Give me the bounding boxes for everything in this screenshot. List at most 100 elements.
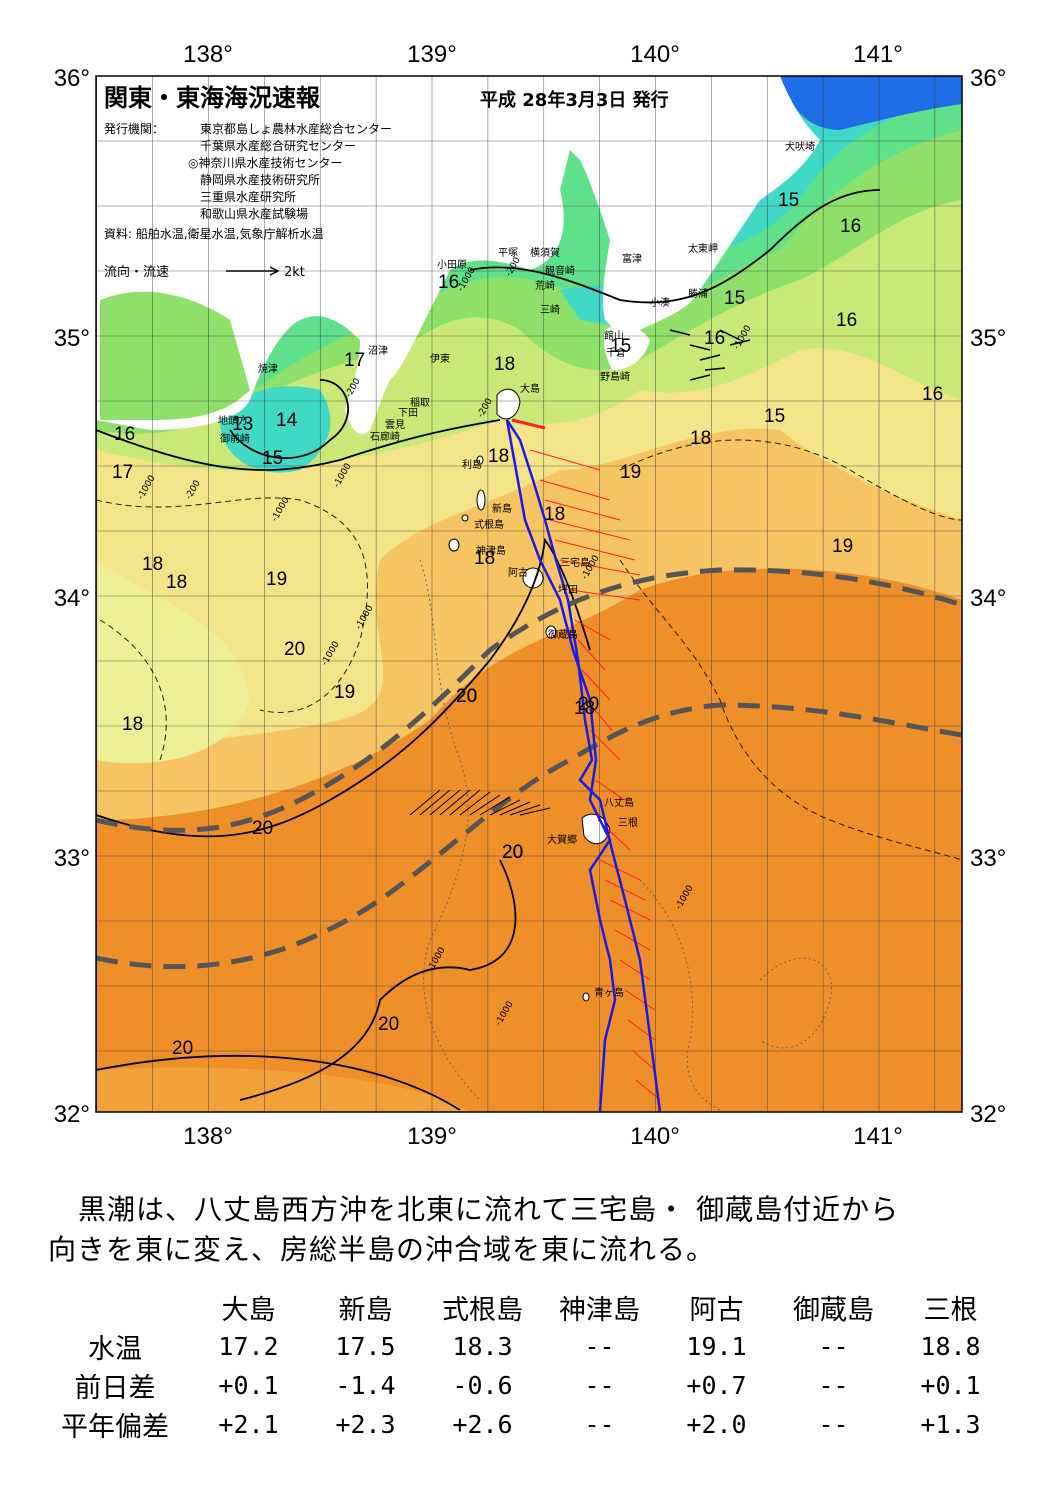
shikinejima-island: [461, 514, 469, 522]
isotherm-label: 18: [142, 554, 163, 575]
place-label: 神津島: [476, 544, 506, 557]
isotherm-label: 15: [764, 406, 785, 427]
table-cell: --: [584, 1332, 615, 1361]
isotherm-label: 20: [502, 842, 523, 863]
table-body: 水温 17.2 17.5 18.3 -- 19.1 -- 18.8 前日差 +0.1 -1.4 -0.…: [40, 1327, 1009, 1444]
legend-speed: 2kt: [284, 265, 305, 280]
legend-current-label: 流向・流速: [104, 264, 169, 280]
depth-contour-3: [759, 957, 832, 1049]
row-label: 前日差: [74, 1373, 156, 1404]
isotherm-label: 17: [344, 350, 365, 371]
legend-arrow-head: [269, 266, 280, 276]
hachijo-west-current-ticks: [409, 789, 551, 816]
lat-left-34: 34°: [54, 585, 90, 612]
issuer-2: 千葉県水産総合研究センター: [200, 138, 356, 153]
col-kozushima: 神津島: [559, 1295, 640, 1326]
table-cell: 18.3: [452, 1332, 513, 1361]
isotherm-label: 16: [922, 384, 943, 405]
place-label: 伊東: [430, 352, 450, 365]
isotherm-20-mid: [239, 859, 517, 1101]
lon-top-140: 140°: [630, 41, 680, 68]
table-cell: +2.3: [335, 1410, 396, 1439]
place-label: 新島: [492, 502, 512, 515]
lon-bottom-141: 141°: [853, 1123, 903, 1150]
table-cell: --: [584, 1410, 615, 1439]
axis-labels: 138° 139° 140° 141° 138° 139° 140° 141° …: [54, 41, 1007, 1150]
map-title: 関東・東海海況速報: [104, 84, 321, 112]
current-vectors: [529, 449, 661, 1101]
place-label: 八丈島: [604, 796, 634, 809]
map-header: 関東・東海海況速報 平成 28年3月3日 発行 発行機関： 東京都島しょ農林水産…: [104, 84, 669, 280]
isotherm-17: [96, 419, 501, 471]
place-label: 三根: [618, 816, 638, 829]
lon-top-141: 141°: [853, 41, 903, 68]
table-cell: +0.7: [686, 1371, 747, 1400]
isotherm-label: 20: [252, 818, 273, 839]
isotherm-label: 18: [494, 354, 515, 375]
isotherm-label: 20: [456, 686, 477, 707]
table-cell: --: [584, 1371, 615, 1400]
isotherm-label: 16: [704, 328, 725, 349]
isotherm-20-south: [96, 1055, 461, 1111]
isotherm-label: 15: [724, 288, 745, 309]
ship-track-east: [505, 419, 662, 1112]
place-label: 館山: [604, 329, 624, 342]
lat-left-33: 33°: [54, 845, 90, 872]
isotherm-label: 19: [620, 462, 641, 483]
place-label: 小湊: [650, 296, 670, 309]
aogashima-island: [582, 992, 590, 1002]
table-cell: -0.6: [452, 1371, 513, 1400]
col-niijima: 新島: [338, 1295, 393, 1326]
issuer-6: 和歌山県水産試験場: [200, 206, 308, 221]
table-cell: 18.8: [920, 1332, 981, 1361]
table-cell: 17.5: [335, 1332, 396, 1361]
issuer-1: 東京都島しょ農林水産総合センター: [200, 121, 392, 136]
isotherm-label: 20: [502, 842, 523, 863]
isotherm-label: 15: [778, 190, 799, 211]
place-label: 勝浦: [688, 287, 708, 300]
mikurajima-island: [545, 625, 557, 639]
lat-left-35: 35°: [54, 325, 90, 352]
isotherm-label: 18: [474, 548, 495, 569]
cold-water-region: [780, 76, 962, 130]
table-cell: -1.4: [335, 1371, 396, 1400]
place-label: 地頭方: [218, 414, 248, 427]
isotherm-label: 16: [840, 216, 861, 237]
isotherm-dashed: [96, 439, 962, 861]
isotherm-label: 20: [378, 1014, 399, 1035]
issuer-3: ◎神奈川県水産技術センター: [188, 155, 342, 170]
place-label: 下田: [398, 408, 418, 419]
isotherm-label: 18: [488, 446, 509, 467]
table-row: 平年偏差 +2.1 +2.3 +2.6 -- +2.0 -- +1.3: [40, 1405, 1009, 1444]
kuroshio-south-edge: [96, 702, 962, 970]
place-label: 青ヶ島: [594, 986, 624, 999]
summary-line-1: 黒潮は、八丈島西方沖を北東に流れて三宅島・ 御蔵島付近から: [78, 1193, 900, 1226]
isotherm-label: 15: [262, 448, 283, 469]
lon-bottom-140: 140°: [630, 1123, 680, 1150]
col-shikinejima: 式根島: [442, 1295, 523, 1326]
place-label: 三崎: [540, 303, 560, 316]
table-cell: --: [818, 1332, 849, 1361]
isotherm-20-north: [96, 537, 591, 838]
isotherm-19-dash: [619, 439, 962, 521]
table-header-row: 大島 新島 式根島 神津島 阿古 御蔵島 三根: [40, 1288, 1009, 1327]
shizuoka-coast-water: [100, 291, 250, 420]
kozushima-island: [448, 538, 460, 552]
place-label: 沼津: [368, 344, 388, 357]
issue-date: 平成 28年3月3日 発行: [480, 89, 669, 111]
isotherm-label: 17: [112, 462, 133, 483]
boso-ticks: [669, 329, 751, 381]
lon-top-139: 139°: [407, 41, 457, 68]
lat-left-32: 32°: [54, 1101, 90, 1128]
isotherm-label: 18: [690, 428, 711, 449]
lat-right-32: 32°: [970, 1101, 1006, 1128]
row-label: 水温: [88, 1334, 142, 1365]
lat-right-33: 33°: [970, 845, 1006, 872]
isotherm-label: 18: [166, 572, 187, 593]
place-label: 千倉: [606, 346, 626, 359]
kuroshio-summary: 黒潮は、八丈島西方沖を北東に流れて三宅島・ 御蔵島付近から 向きを東に変え、房総…: [48, 1190, 1038, 1270]
place-label: 観音崎: [545, 264, 575, 277]
niijima-island: [476, 489, 486, 511]
